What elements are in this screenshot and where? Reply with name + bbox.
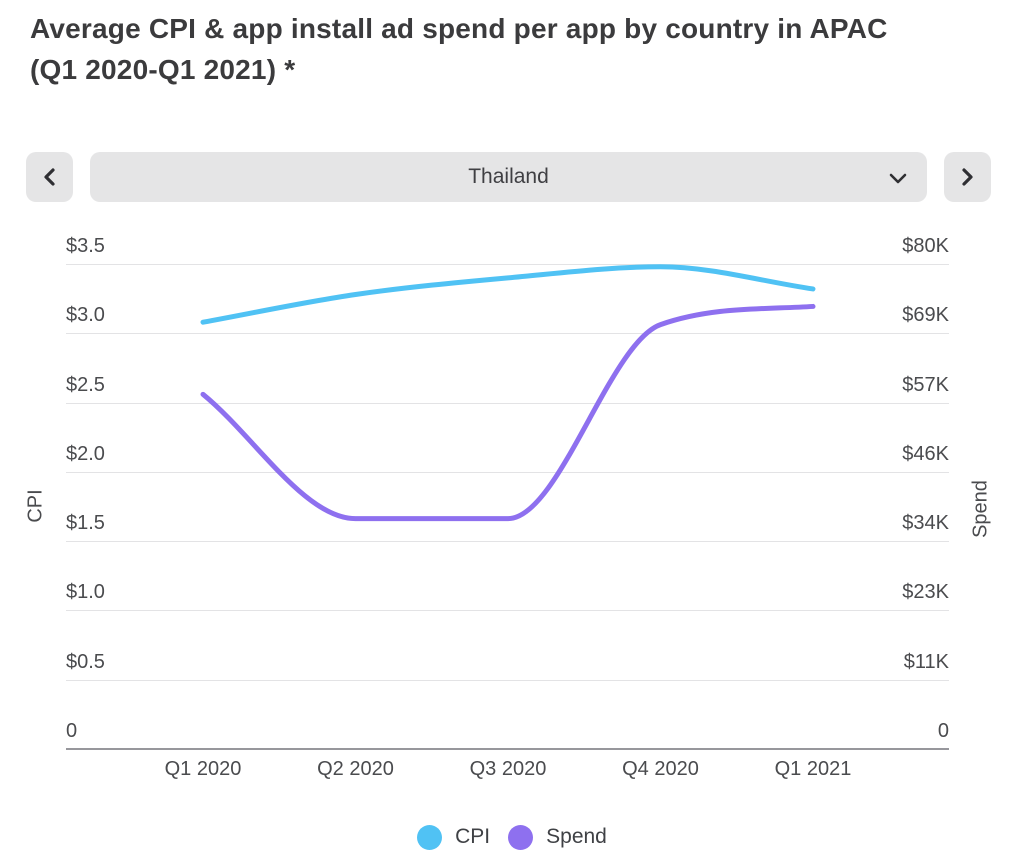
x-axis-tick-label: Q4 2020 xyxy=(622,758,699,780)
page-title-line1: Average CPI & app install ad spend per a… xyxy=(30,13,888,44)
gridline xyxy=(66,471,949,473)
right-axis-tick-label: $57K xyxy=(902,373,949,396)
right-axis-tick-label: 0 xyxy=(937,720,949,742)
left-axis-tick-label: $1.5 xyxy=(66,512,105,535)
left-axis-tick-label: 0 xyxy=(66,720,78,742)
chevron-right-icon xyxy=(961,167,974,187)
chevron-left-icon xyxy=(43,167,56,187)
page-title-line2: (Q1 2020-Q1 2021) * xyxy=(30,54,296,85)
right-axis-tick-label: $23K xyxy=(902,581,949,604)
right-axis-tick-label: $69K xyxy=(902,304,949,327)
gridline xyxy=(66,610,949,612)
chart-legend: CPI Spend xyxy=(0,818,1024,856)
legend-label: CPI xyxy=(455,825,491,848)
chevron-down-icon xyxy=(889,173,907,184)
right-axis-tick-label: $46K xyxy=(902,442,949,465)
left-axis-tick-label: $3.0 xyxy=(66,304,105,327)
legend-item-cpi[interactable]: CPI xyxy=(417,824,491,850)
gridline xyxy=(66,679,949,681)
next-country-button[interactable] xyxy=(944,152,991,202)
gridline xyxy=(66,333,949,335)
left-axis-tick-label: $3.5 xyxy=(66,235,105,257)
legend-item-spend[interactable]: Spend xyxy=(508,824,607,850)
page-title: Average CPI & app install ad spend per a… xyxy=(30,8,1005,90)
gridline xyxy=(66,264,949,265)
left-axis-tick-label: $2.5 xyxy=(66,373,105,396)
right-axis-tick-label: $80K xyxy=(902,235,949,257)
left-axis-tick-label: $1.0 xyxy=(66,581,105,604)
right-axis-tick-label: $11K xyxy=(903,650,949,673)
x-axis-line xyxy=(66,748,949,750)
right-axis-tick-label: $34K xyxy=(902,512,949,535)
x-axis-tick-label: Q3 2020 xyxy=(469,758,547,780)
legend-dot-icon xyxy=(508,824,534,850)
country-select[interactable]: Thailand xyxy=(90,152,927,202)
legend-dot-icon xyxy=(417,824,443,850)
left-axis-tick-label: $0.5 xyxy=(66,650,105,673)
x-axis-tick-label: Q1 2020 xyxy=(164,758,242,780)
legend-label: Spend xyxy=(546,825,607,848)
series-line-spend[interactable] xyxy=(200,303,816,522)
gridline xyxy=(66,541,949,543)
x-axis-tick-label: Q1 2021 xyxy=(774,758,852,780)
left-axis-tick-label: $2.0 xyxy=(66,442,105,465)
country-select-value: Thailand xyxy=(468,165,549,188)
previous-country-button[interactable] xyxy=(26,152,73,202)
x-axis-tick-label: Q2 2020 xyxy=(317,758,394,780)
gridline xyxy=(66,402,949,404)
series-line-cpi[interactable] xyxy=(200,264,816,325)
